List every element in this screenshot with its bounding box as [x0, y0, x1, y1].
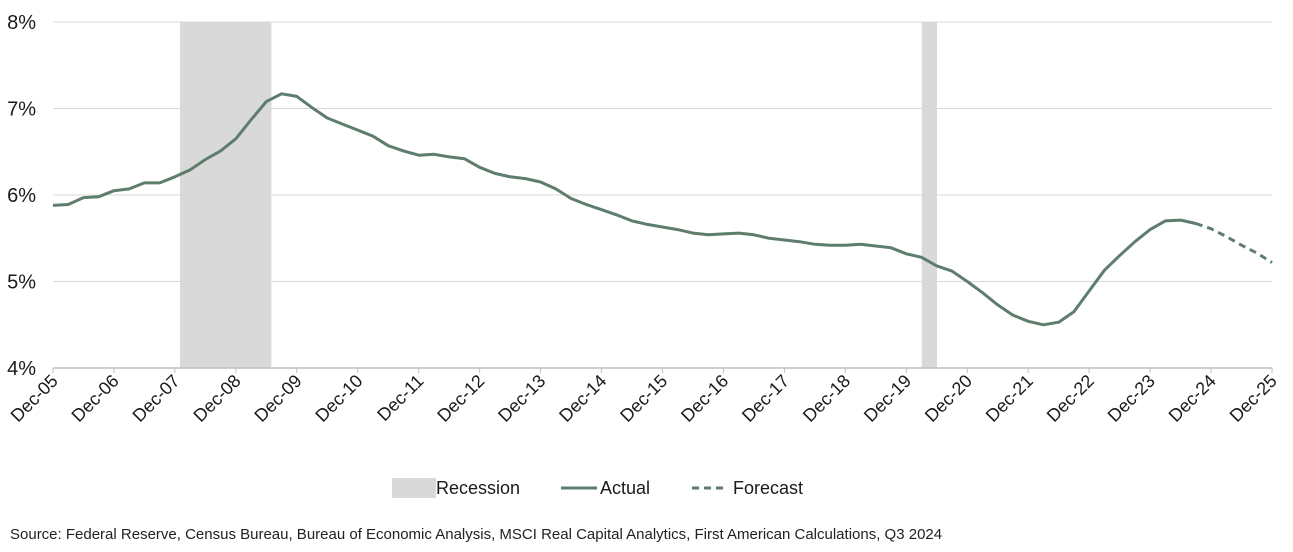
x-tick-label: Dec-13	[494, 371, 549, 426]
x-tick-label: Dec-16	[677, 371, 732, 426]
line-chart: 4% 5% 6% 7% 8% Dec-05 Dec-06 Dec-07 Dec-08 Dec-0…	[7, 12, 1281, 498]
x-tick-label: Dec-07	[129, 371, 184, 426]
source-note: Source: Federal Reserve, Census Bureau, …	[10, 526, 943, 543]
y-tick-label: 6%	[7, 185, 36, 207]
x-tick-label: Dec-08	[190, 371, 245, 426]
x-tick-label: Dec-25	[1226, 371, 1281, 426]
legend-recession-swatch	[392, 478, 436, 498]
x-tick-label: Dec-18	[799, 371, 854, 426]
x-tick-label: Dec-23	[1104, 371, 1159, 426]
axes	[52, 367, 1273, 373]
y-tick-label: 5%	[7, 272, 36, 294]
x-tick-label: Dec-14	[555, 371, 610, 426]
y-tick-labels: 4% 5% 6% 7% 8%	[7, 12, 36, 380]
x-tick-label: Dec-15	[616, 371, 671, 426]
legend: Recession Actual Forecast	[392, 478, 803, 498]
y-tick-label: 4%	[7, 358, 36, 380]
legend-forecast-label: Forecast	[733, 478, 803, 498]
x-tick-label: Dec-12	[433, 371, 488, 426]
series-line-actual	[52, 92, 1197, 327]
x-tick-label: Dec-06	[68, 371, 123, 426]
x-tick-label: Dec-17	[738, 371, 793, 426]
x-tick-label: Dec-20	[921, 371, 976, 426]
x-tick-label: Dec-19	[860, 371, 915, 426]
gridlines	[53, 21, 1272, 282]
x-tick-label: Dec-11	[373, 371, 427, 425]
series-line-forecast	[1195, 222, 1273, 264]
legend-recession-label: Recession	[436, 478, 520, 498]
x-tick-label: Dec-22	[1043, 371, 1098, 426]
x-tick-label: Dec-24	[1165, 371, 1220, 426]
legend-actual-label: Actual	[600, 478, 650, 498]
series-lines	[52, 92, 1273, 327]
y-tick-label: 7%	[7, 99, 36, 121]
y-tick-label: 8%	[7, 12, 36, 34]
x-tick-label: Dec-21	[982, 371, 1037, 426]
x-tick-labels: Dec-05 Dec-06 Dec-07 Dec-08 Dec-09 Dec-10 Dec-…	[7, 371, 1281, 426]
x-tick-label: Dec-10	[311, 371, 366, 426]
x-tick-label: Dec-09	[250, 371, 305, 426]
